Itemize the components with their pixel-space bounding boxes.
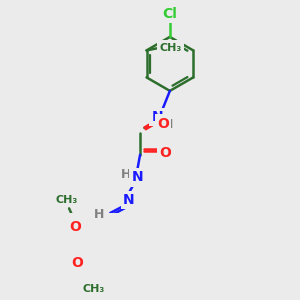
Text: N: N: [151, 110, 163, 124]
Text: N: N: [131, 170, 143, 184]
Text: O: O: [157, 116, 169, 130]
Text: CH₃: CH₃: [160, 43, 182, 52]
Text: H: H: [121, 168, 131, 181]
Text: Cl: Cl: [162, 7, 177, 21]
Text: O: O: [159, 146, 171, 161]
Text: H: H: [163, 118, 174, 131]
Text: O: O: [71, 256, 83, 270]
Text: CH₃: CH₃: [55, 195, 77, 205]
Text: N: N: [123, 193, 134, 207]
Text: O: O: [69, 220, 81, 234]
Text: CH₃: CH₃: [82, 284, 104, 294]
Text: H: H: [94, 208, 104, 221]
